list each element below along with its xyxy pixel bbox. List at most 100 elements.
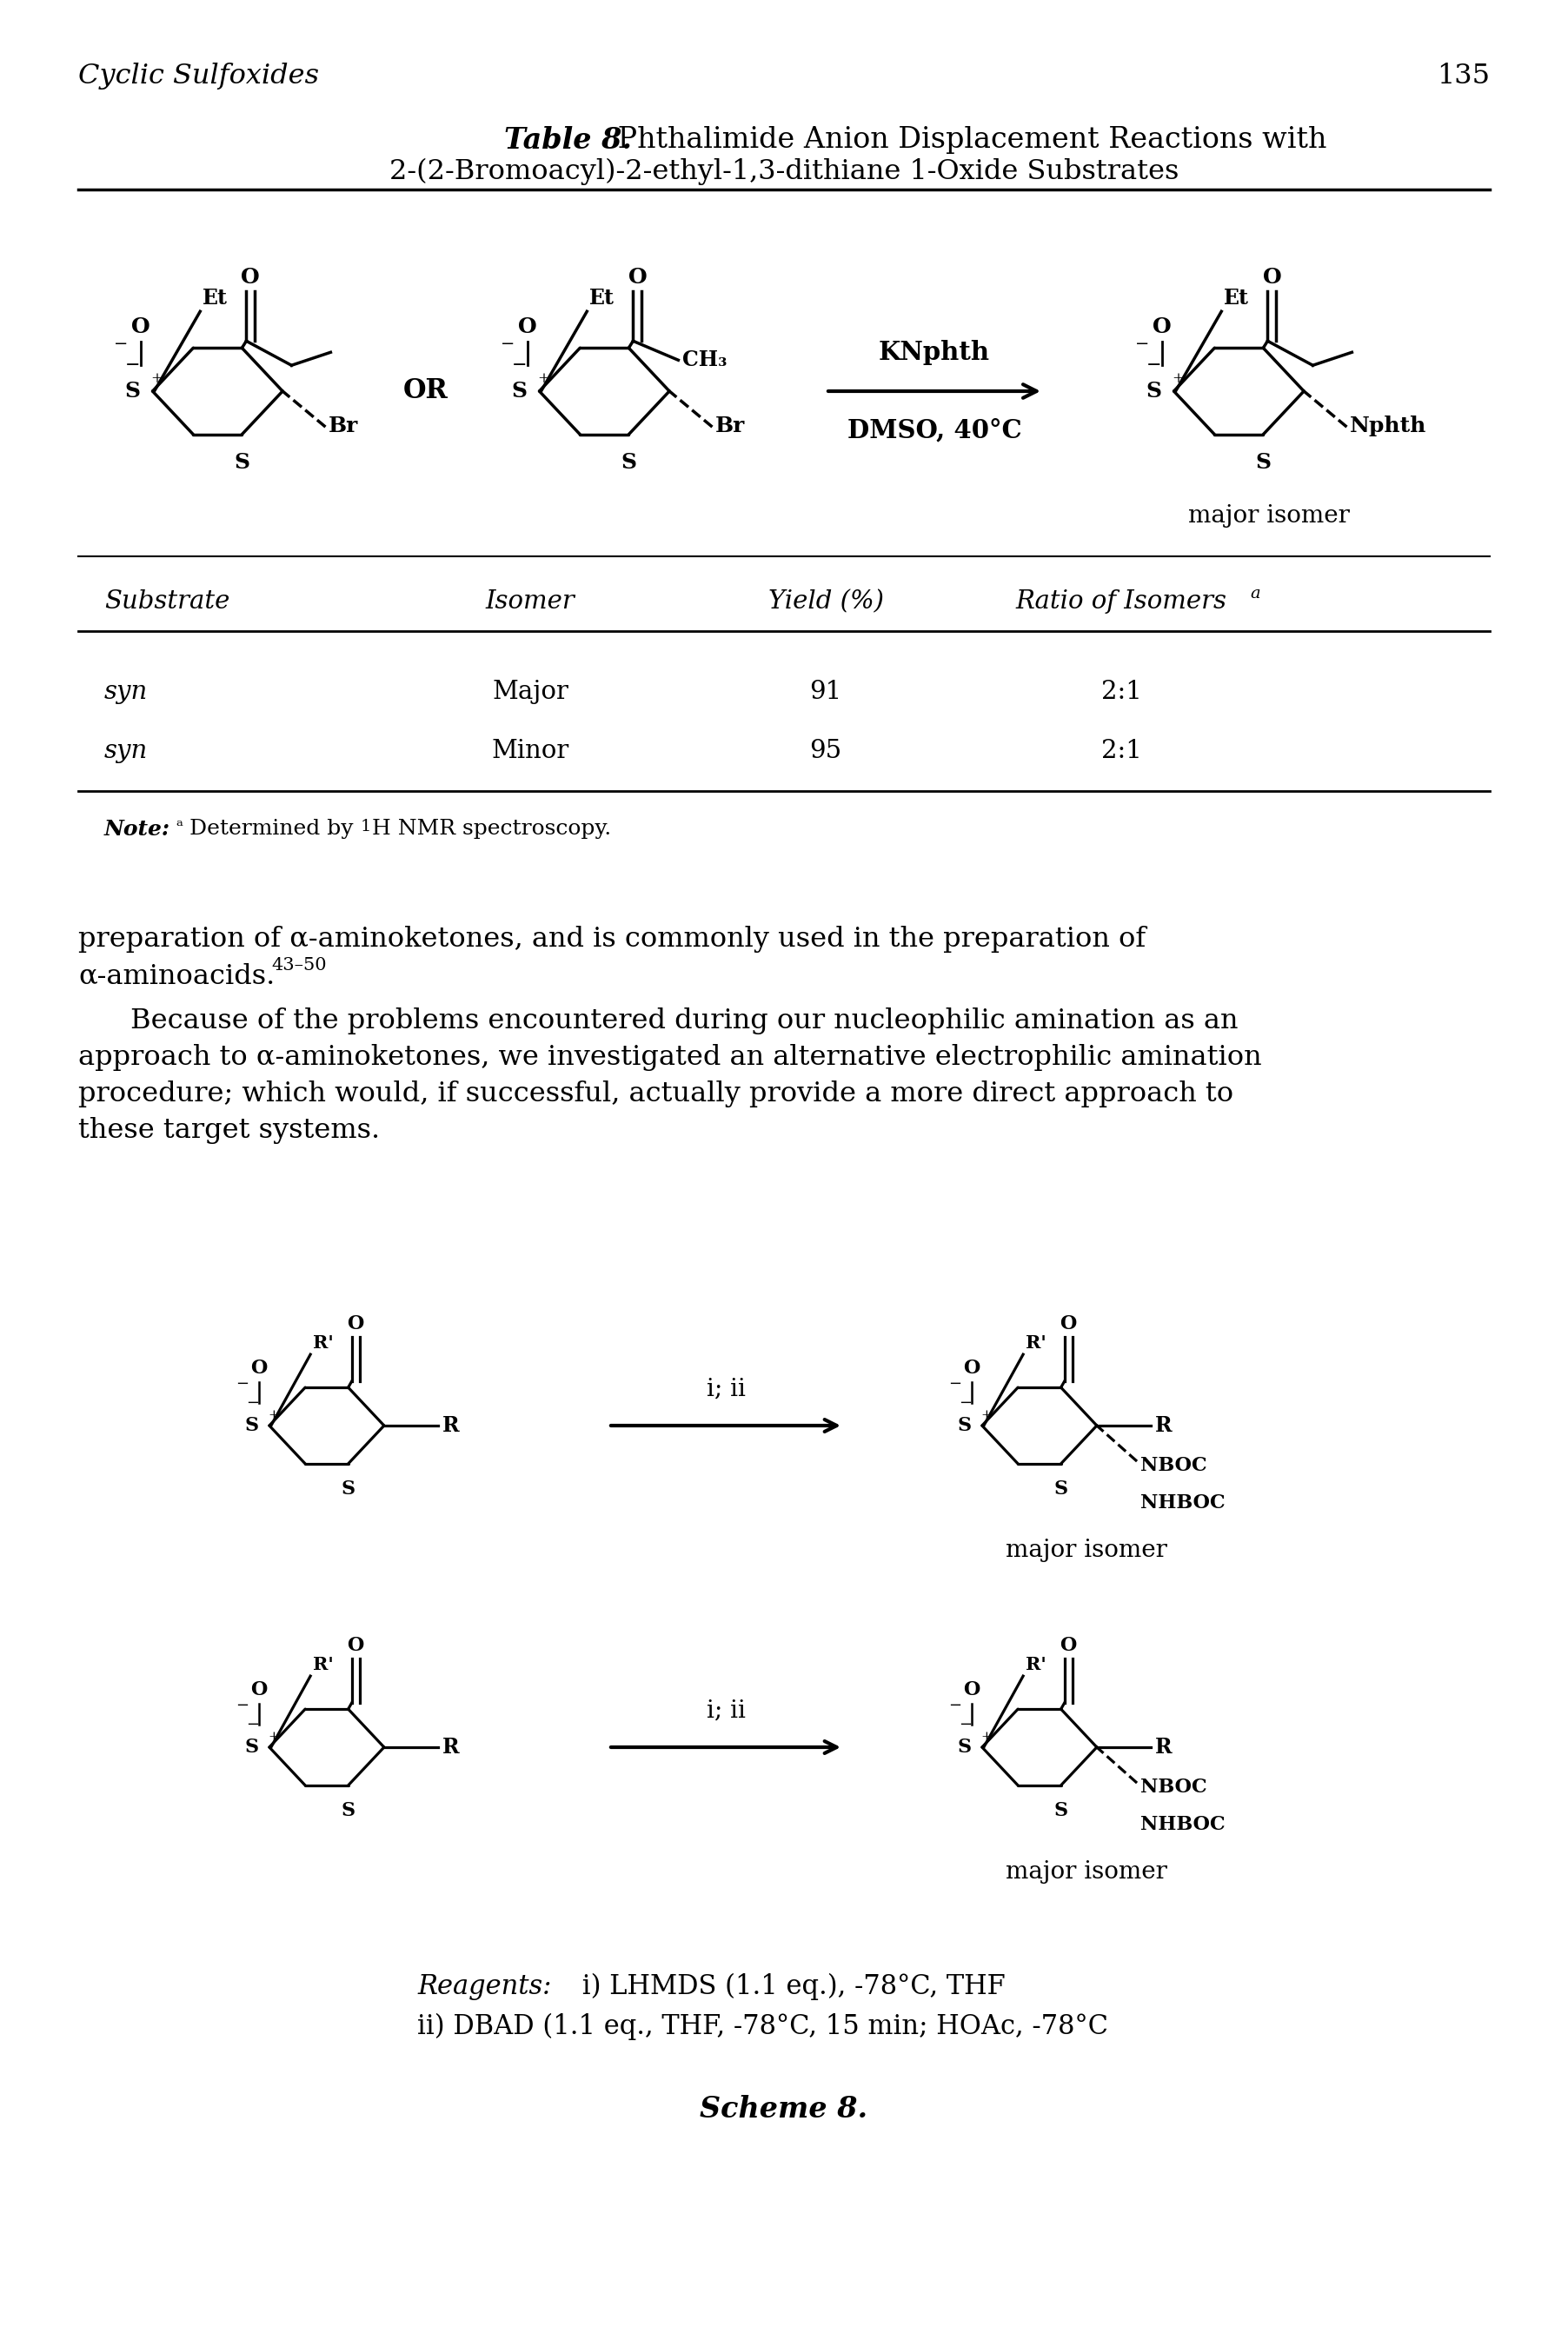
Text: Minor: Minor — [491, 739, 569, 763]
Text: R': R' — [314, 1657, 334, 1673]
Text: −: − — [246, 1716, 259, 1732]
Text: +: + — [980, 1730, 991, 1744]
Text: S: S — [1054, 1800, 1068, 1821]
Text: R': R' — [1025, 1335, 1046, 1352]
Text: Note:: Note: — [105, 819, 171, 840]
Text: S: S — [621, 451, 637, 472]
Text: ᵃ: ᵃ — [176, 819, 182, 836]
Text: 95: 95 — [809, 739, 842, 763]
Text: O: O — [1060, 1636, 1076, 1655]
Text: O: O — [1060, 1314, 1076, 1333]
Text: +: + — [151, 371, 163, 387]
Text: major isomer: major isomer — [1005, 1540, 1167, 1563]
Text: i; ii: i; ii — [706, 1699, 745, 1723]
Text: S: S — [958, 1737, 972, 1758]
Text: S: S — [234, 451, 249, 472]
Text: O: O — [251, 1680, 267, 1699]
Text: +: + — [980, 1408, 991, 1422]
Text: +: + — [268, 1408, 279, 1422]
Text: Table 8.: Table 8. — [505, 127, 632, 155]
Text: major isomer: major isomer — [1005, 1861, 1167, 1885]
Text: syn: syn — [105, 681, 147, 704]
Text: KNphth: KNphth — [878, 340, 989, 366]
Text: 2:1: 2:1 — [1101, 681, 1142, 704]
Text: R: R — [1156, 1415, 1173, 1436]
Text: S: S — [245, 1737, 259, 1758]
Text: −: − — [949, 1375, 961, 1392]
Text: R': R' — [1025, 1657, 1046, 1673]
Text: +: + — [1173, 371, 1184, 387]
Text: NBOC: NBOC — [1140, 1777, 1207, 1798]
Text: −: − — [235, 1375, 248, 1392]
Text: procedure; which would, if successful, actually provide a more direct approach t: procedure; which would, if successful, a… — [78, 1080, 1234, 1108]
Text: DMSO, 40°C: DMSO, 40°C — [847, 418, 1022, 444]
Text: H NMR spectroscopy.: H NMR spectroscopy. — [372, 819, 612, 838]
Text: −: − — [246, 1394, 259, 1411]
Text: preparation of α-aminoketones, and is commonly used in the preparation of: preparation of α-aminoketones, and is co… — [78, 925, 1146, 953]
Text: Br: Br — [329, 415, 359, 437]
Text: 2:1: 2:1 — [1101, 739, 1142, 763]
Text: Scheme 8.: Scheme 8. — [699, 2096, 869, 2124]
Text: R: R — [442, 1415, 459, 1436]
Text: S: S — [125, 380, 141, 401]
Text: O: O — [517, 317, 536, 338]
Text: S: S — [1146, 380, 1162, 401]
Text: 43–50: 43–50 — [271, 958, 326, 974]
Text: −: − — [958, 1716, 972, 1732]
Text: O: O — [963, 1359, 980, 1378]
Text: S: S — [511, 380, 527, 401]
Text: −: − — [1146, 357, 1162, 373]
Text: O: O — [963, 1680, 980, 1699]
Text: O: O — [251, 1359, 267, 1378]
Text: O: O — [1152, 317, 1171, 338]
Text: S: S — [958, 1415, 972, 1434]
Text: O: O — [627, 268, 648, 289]
Text: Phthalimide Anion Displacement Reactions with: Phthalimide Anion Displacement Reactions… — [608, 127, 1327, 155]
Text: these target systems.: these target systems. — [78, 1117, 379, 1143]
Text: Determined by: Determined by — [190, 819, 361, 838]
Text: −: − — [949, 1697, 961, 1713]
Text: Et: Et — [590, 289, 615, 310]
Text: 2-(2-Bromoacyl)-2-ethyl-1,3-dithiane 1-Oxide Substrates: 2-(2-Bromoacyl)-2-ethyl-1,3-dithiane 1-O… — [389, 157, 1179, 185]
Text: Br: Br — [715, 415, 745, 437]
Text: 135: 135 — [1436, 63, 1490, 89]
Text: O: O — [347, 1636, 364, 1655]
Text: −: − — [500, 336, 514, 352]
Text: syn: syn — [105, 739, 147, 763]
Text: −: − — [513, 357, 527, 373]
Text: approach to α-aminoketones, we investigated an alternative electrophilic aminati: approach to α-aminoketones, we investiga… — [78, 1044, 1262, 1070]
Text: O: O — [347, 1314, 364, 1333]
Text: −: − — [958, 1394, 972, 1411]
Text: Because of the problems encountered during our nucleophilic amination as an: Because of the problems encountered duri… — [130, 1007, 1239, 1035]
Text: a: a — [1250, 587, 1261, 601]
Text: S: S — [1054, 1479, 1068, 1497]
Text: R': R' — [314, 1335, 334, 1352]
Text: Reagents:: Reagents: — [417, 1974, 552, 2000]
Text: Et: Et — [202, 289, 227, 310]
Text: S: S — [1256, 451, 1272, 472]
Text: −: − — [235, 1697, 248, 1713]
Text: Isomer: Isomer — [486, 589, 575, 613]
Text: 91: 91 — [809, 681, 842, 704]
Text: Cyclic Sulfoxides: Cyclic Sulfoxides — [78, 63, 318, 89]
Text: +: + — [268, 1730, 279, 1744]
Text: −: − — [114, 336, 129, 352]
Text: Major: Major — [492, 681, 568, 704]
Text: S: S — [342, 1800, 356, 1821]
Text: R: R — [1156, 1737, 1173, 1758]
Text: ii) DBAD (1.1 eq., THF, -78°C, 15 min; HOAc, -78°C: ii) DBAD (1.1 eq., THF, -78°C, 15 min; H… — [417, 2014, 1109, 2040]
Text: NHBOC: NHBOC — [1140, 1493, 1225, 1511]
Text: S: S — [245, 1415, 259, 1434]
Text: Substrate: Substrate — [105, 589, 230, 613]
Text: NHBOC: NHBOC — [1140, 1814, 1225, 1833]
Text: R: R — [442, 1737, 459, 1758]
Text: major isomer: major isomer — [1189, 505, 1350, 528]
Text: Et: Et — [1225, 289, 1250, 310]
Text: Yield (%): Yield (%) — [768, 589, 883, 613]
Text: O: O — [1262, 268, 1281, 289]
Text: 1: 1 — [361, 819, 372, 836]
Text: −: − — [125, 357, 141, 373]
Text: −: − — [1135, 336, 1149, 352]
Text: S: S — [342, 1479, 356, 1497]
Text: CH₃: CH₃ — [682, 350, 728, 371]
